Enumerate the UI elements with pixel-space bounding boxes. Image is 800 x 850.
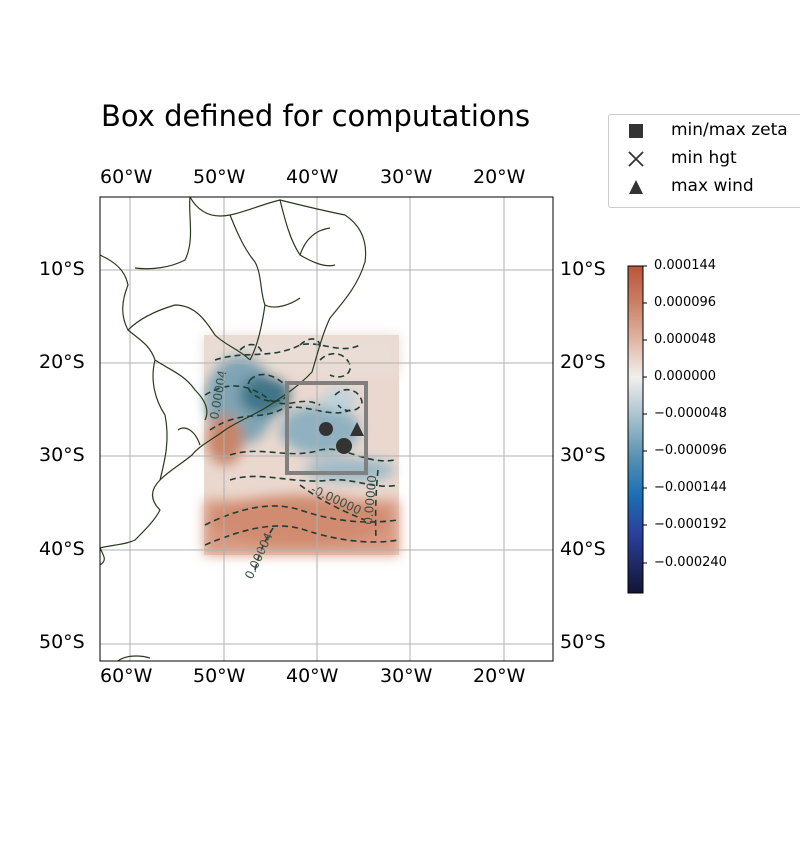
- y-tick-right: 10°S: [560, 258, 606, 280]
- x-tick-bottom: 60°W: [100, 665, 153, 687]
- x-tick-top: 30°W: [380, 166, 433, 188]
- legend-label: min/max zeta: [671, 120, 788, 140]
- circle-marker: [319, 422, 333, 436]
- contour-lines: [204, 338, 399, 571]
- x-tick-top: 40°W: [286, 166, 339, 188]
- legend-label: max wind: [671, 176, 754, 196]
- circle-marker: [336, 438, 352, 454]
- track-markers: [319, 422, 364, 454]
- x-tick-bottom: 30°W: [380, 665, 433, 687]
- colorbar-tick-label: 0.000000: [654, 369, 717, 384]
- x-tick-bottom: 20°W: [473, 665, 526, 687]
- triangle-marker-icon: [629, 180, 643, 194]
- colorbar-tick-label: −0.000192: [654, 517, 727, 532]
- colorbar-tick-label: −0.000144: [654, 480, 727, 495]
- map-border: [99, 196, 554, 662]
- x-tick-top: 60°W: [100, 166, 153, 188]
- gridlines: [100, 197, 553, 661]
- x-marker-icon: [628, 151, 644, 167]
- y-tick-right: 30°S: [560, 444, 606, 466]
- colorbar: [627, 265, 644, 594]
- figure-title: Box defined for computations: [101, 99, 531, 133]
- colorbar-ticks: [643, 265, 647, 564]
- square-marker-icon: [629, 124, 643, 138]
- computation-box: [285, 381, 368, 475]
- colorbar-tick-label: −0.000096: [654, 443, 727, 458]
- y-tick-right: 20°S: [560, 351, 606, 373]
- y-tick-left: 20°S: [39, 351, 85, 373]
- colorbar-tick-label: 0.000144: [654, 258, 717, 273]
- colorbar-tick-label: −0.000240: [654, 555, 727, 570]
- legend-label: min hgt: [671, 148, 737, 168]
- x-tick-top: 50°W: [193, 166, 246, 188]
- x-tick-top: 20°W: [473, 166, 526, 188]
- y-tick-right: 40°S: [560, 538, 606, 560]
- map-content: -0.00000 0.00004 0.00000 0.00004: [100, 197, 553, 661]
- colorbar-tick-label: −0.000048: [654, 406, 727, 421]
- x-tick-bottom: 40°W: [286, 665, 339, 687]
- coastlines: [100, 197, 367, 661]
- y-tick-left: 10°S: [39, 258, 85, 280]
- y-tick-left: 40°S: [39, 538, 85, 560]
- y-tick-right: 50°S: [560, 631, 606, 653]
- colorbar-tick-label: 0.000096: [654, 295, 717, 310]
- legend: min/max zeta min hgt max wind: [608, 114, 800, 208]
- x-tick-bottom: 50°W: [193, 665, 246, 687]
- colorbar-tick-label: 0.000048: [654, 332, 717, 347]
- triangle-marker: [350, 422, 364, 436]
- contour-label: 0.00000: [361, 475, 379, 526]
- y-tick-left: 50°S: [39, 631, 85, 653]
- y-tick-left: 30°S: [39, 444, 85, 466]
